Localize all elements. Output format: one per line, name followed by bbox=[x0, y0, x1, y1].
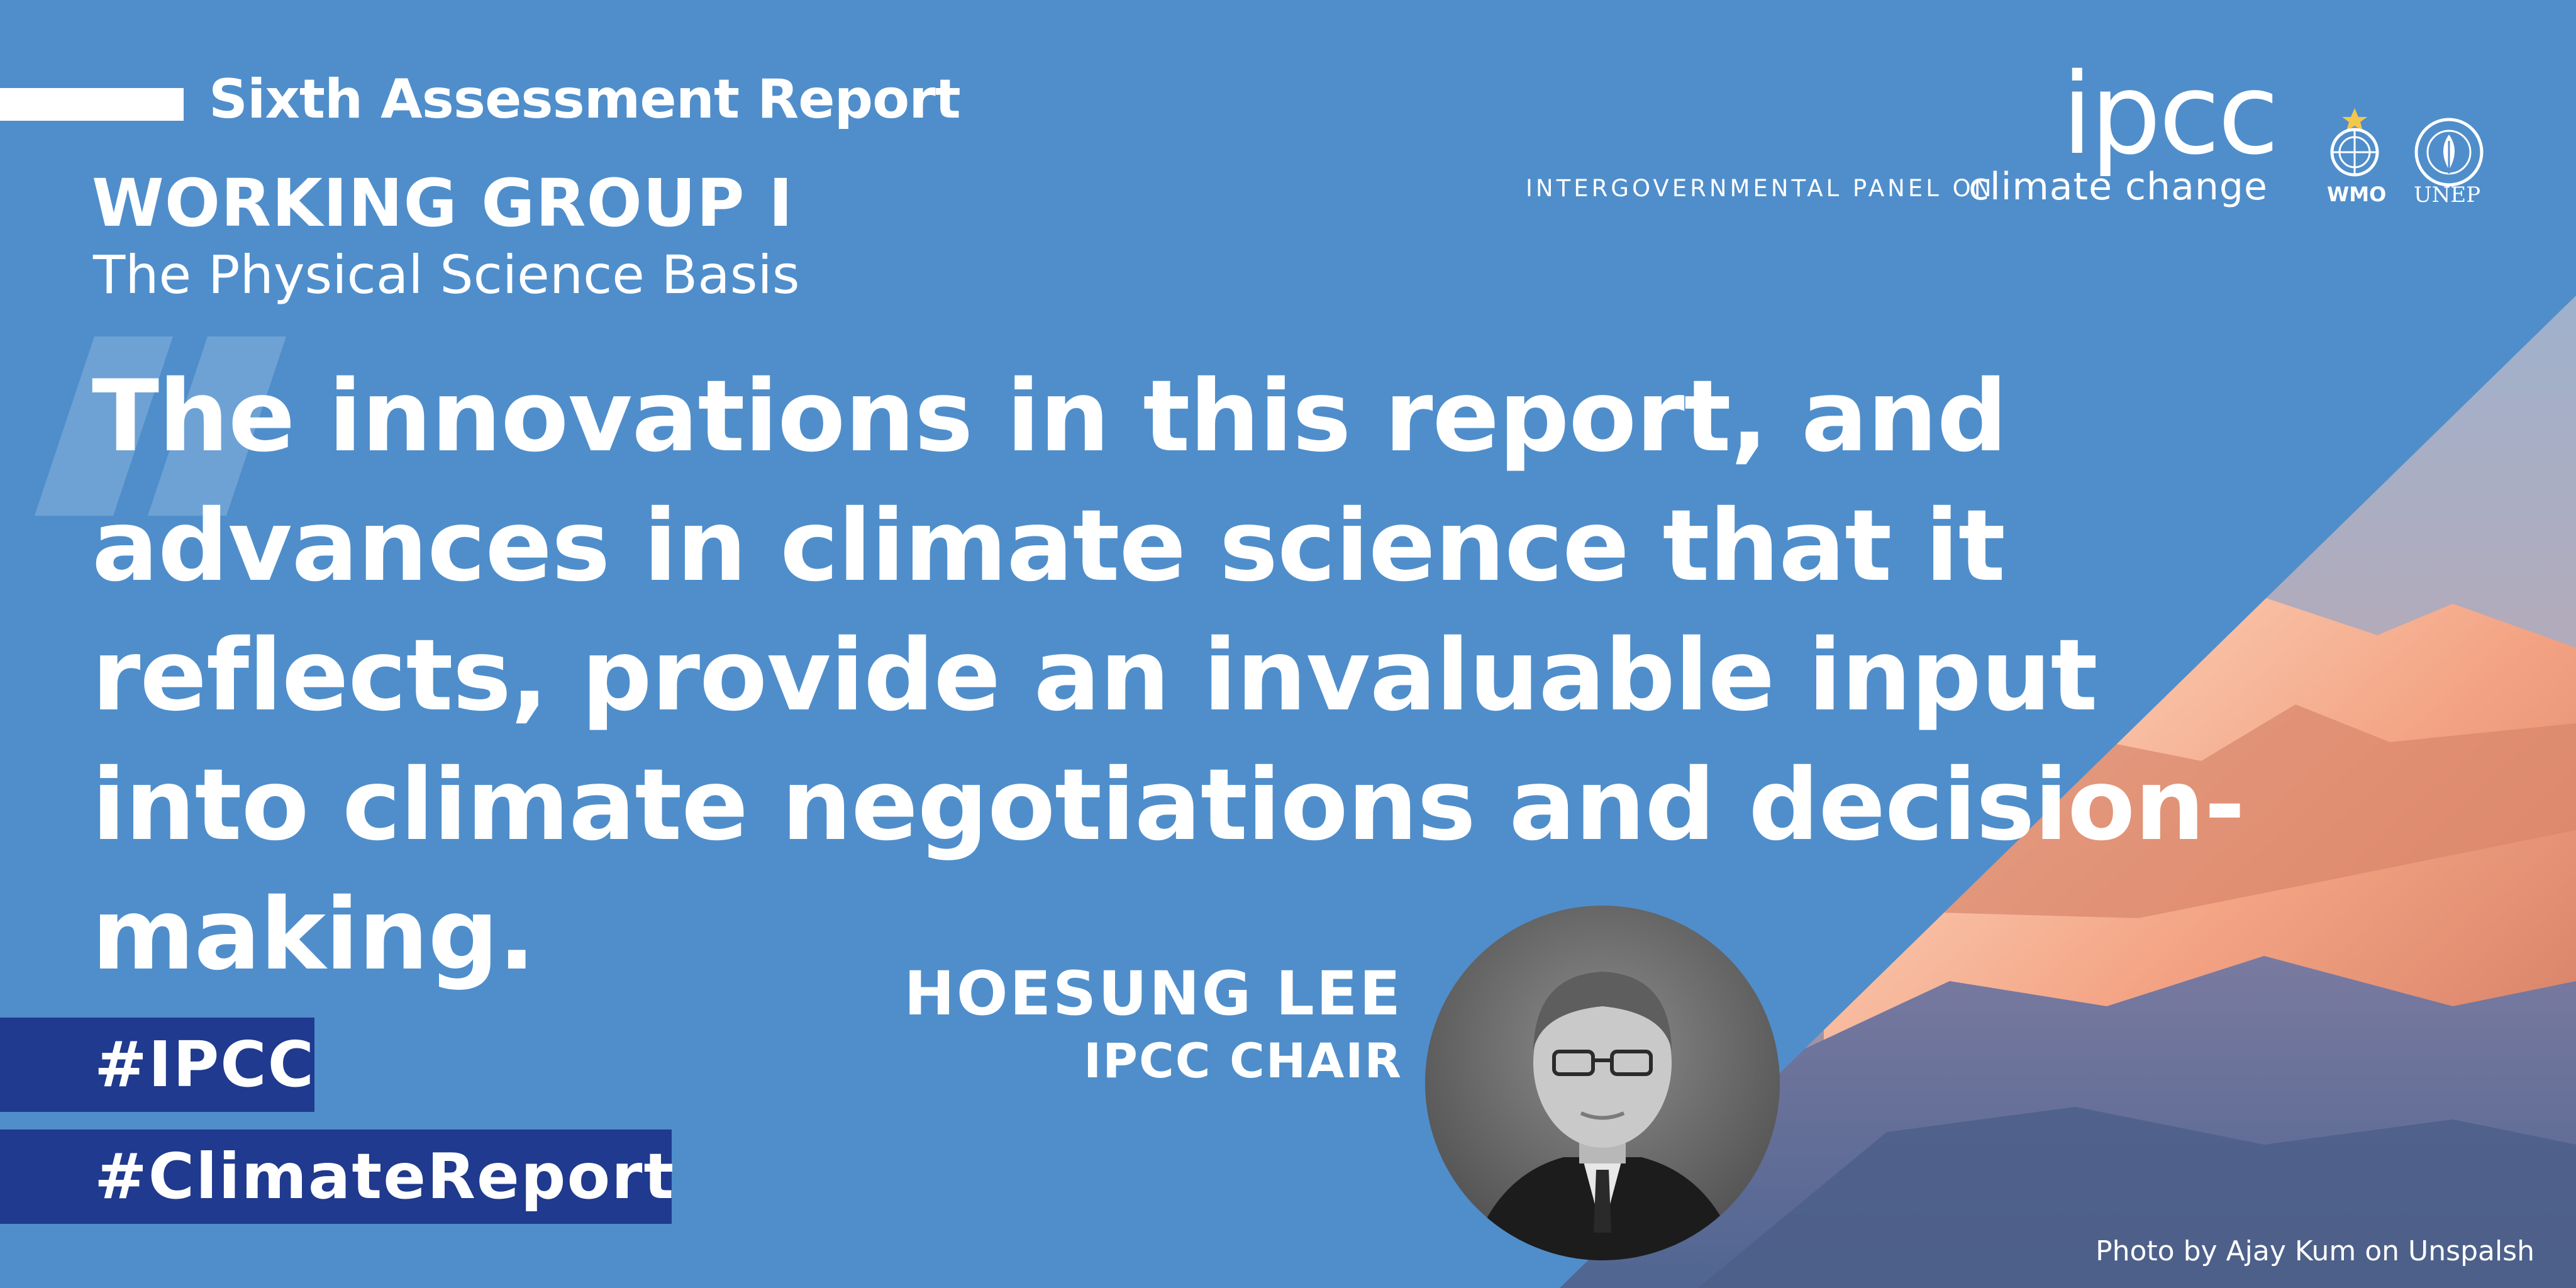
ipcc-logo: ipcc bbox=[2062, 49, 2279, 179]
ipcc-org-prefix: INTERGOVERNMENTAL PANEL ON bbox=[1526, 175, 1995, 202]
speaker-role: IPCC CHAIR bbox=[1084, 1033, 1402, 1089]
quotation-mark-icon bbox=[35, 336, 286, 516]
speaker-portrait bbox=[1425, 906, 1780, 1260]
unep-emblem-icon bbox=[2414, 118, 2484, 187]
speaker-name: HOESUNG LEE bbox=[904, 958, 1402, 1029]
report-title: Sixth Assessment Report bbox=[209, 68, 961, 131]
title-accent-bar bbox=[0, 88, 184, 121]
hashtag-ipcc: #IPCC bbox=[0, 1018, 314, 1112]
wmo-emblem-icon bbox=[2330, 108, 2379, 177]
unep-label: UNEP bbox=[2414, 182, 2481, 208]
wmo-label: WMO bbox=[2327, 182, 2387, 206]
hashtag-climate-report: #ClimateReport bbox=[0, 1130, 675, 1224]
working-group-title: WORKING GROUP I bbox=[92, 165, 794, 242]
photo-credit: Photo by Ajay Kum on Unspalsh bbox=[2096, 1235, 2534, 1267]
working-group-subtitle: The Physical Science Basis bbox=[93, 244, 800, 306]
quote-text: The innovations in this report, and adva… bbox=[92, 359, 2245, 992]
hashtag-label: #IPCC bbox=[94, 1028, 316, 1101]
ipcc-org-suffix: climate change bbox=[1968, 165, 2268, 209]
hashtag-label: #ClimateReport bbox=[94, 1140, 675, 1213]
